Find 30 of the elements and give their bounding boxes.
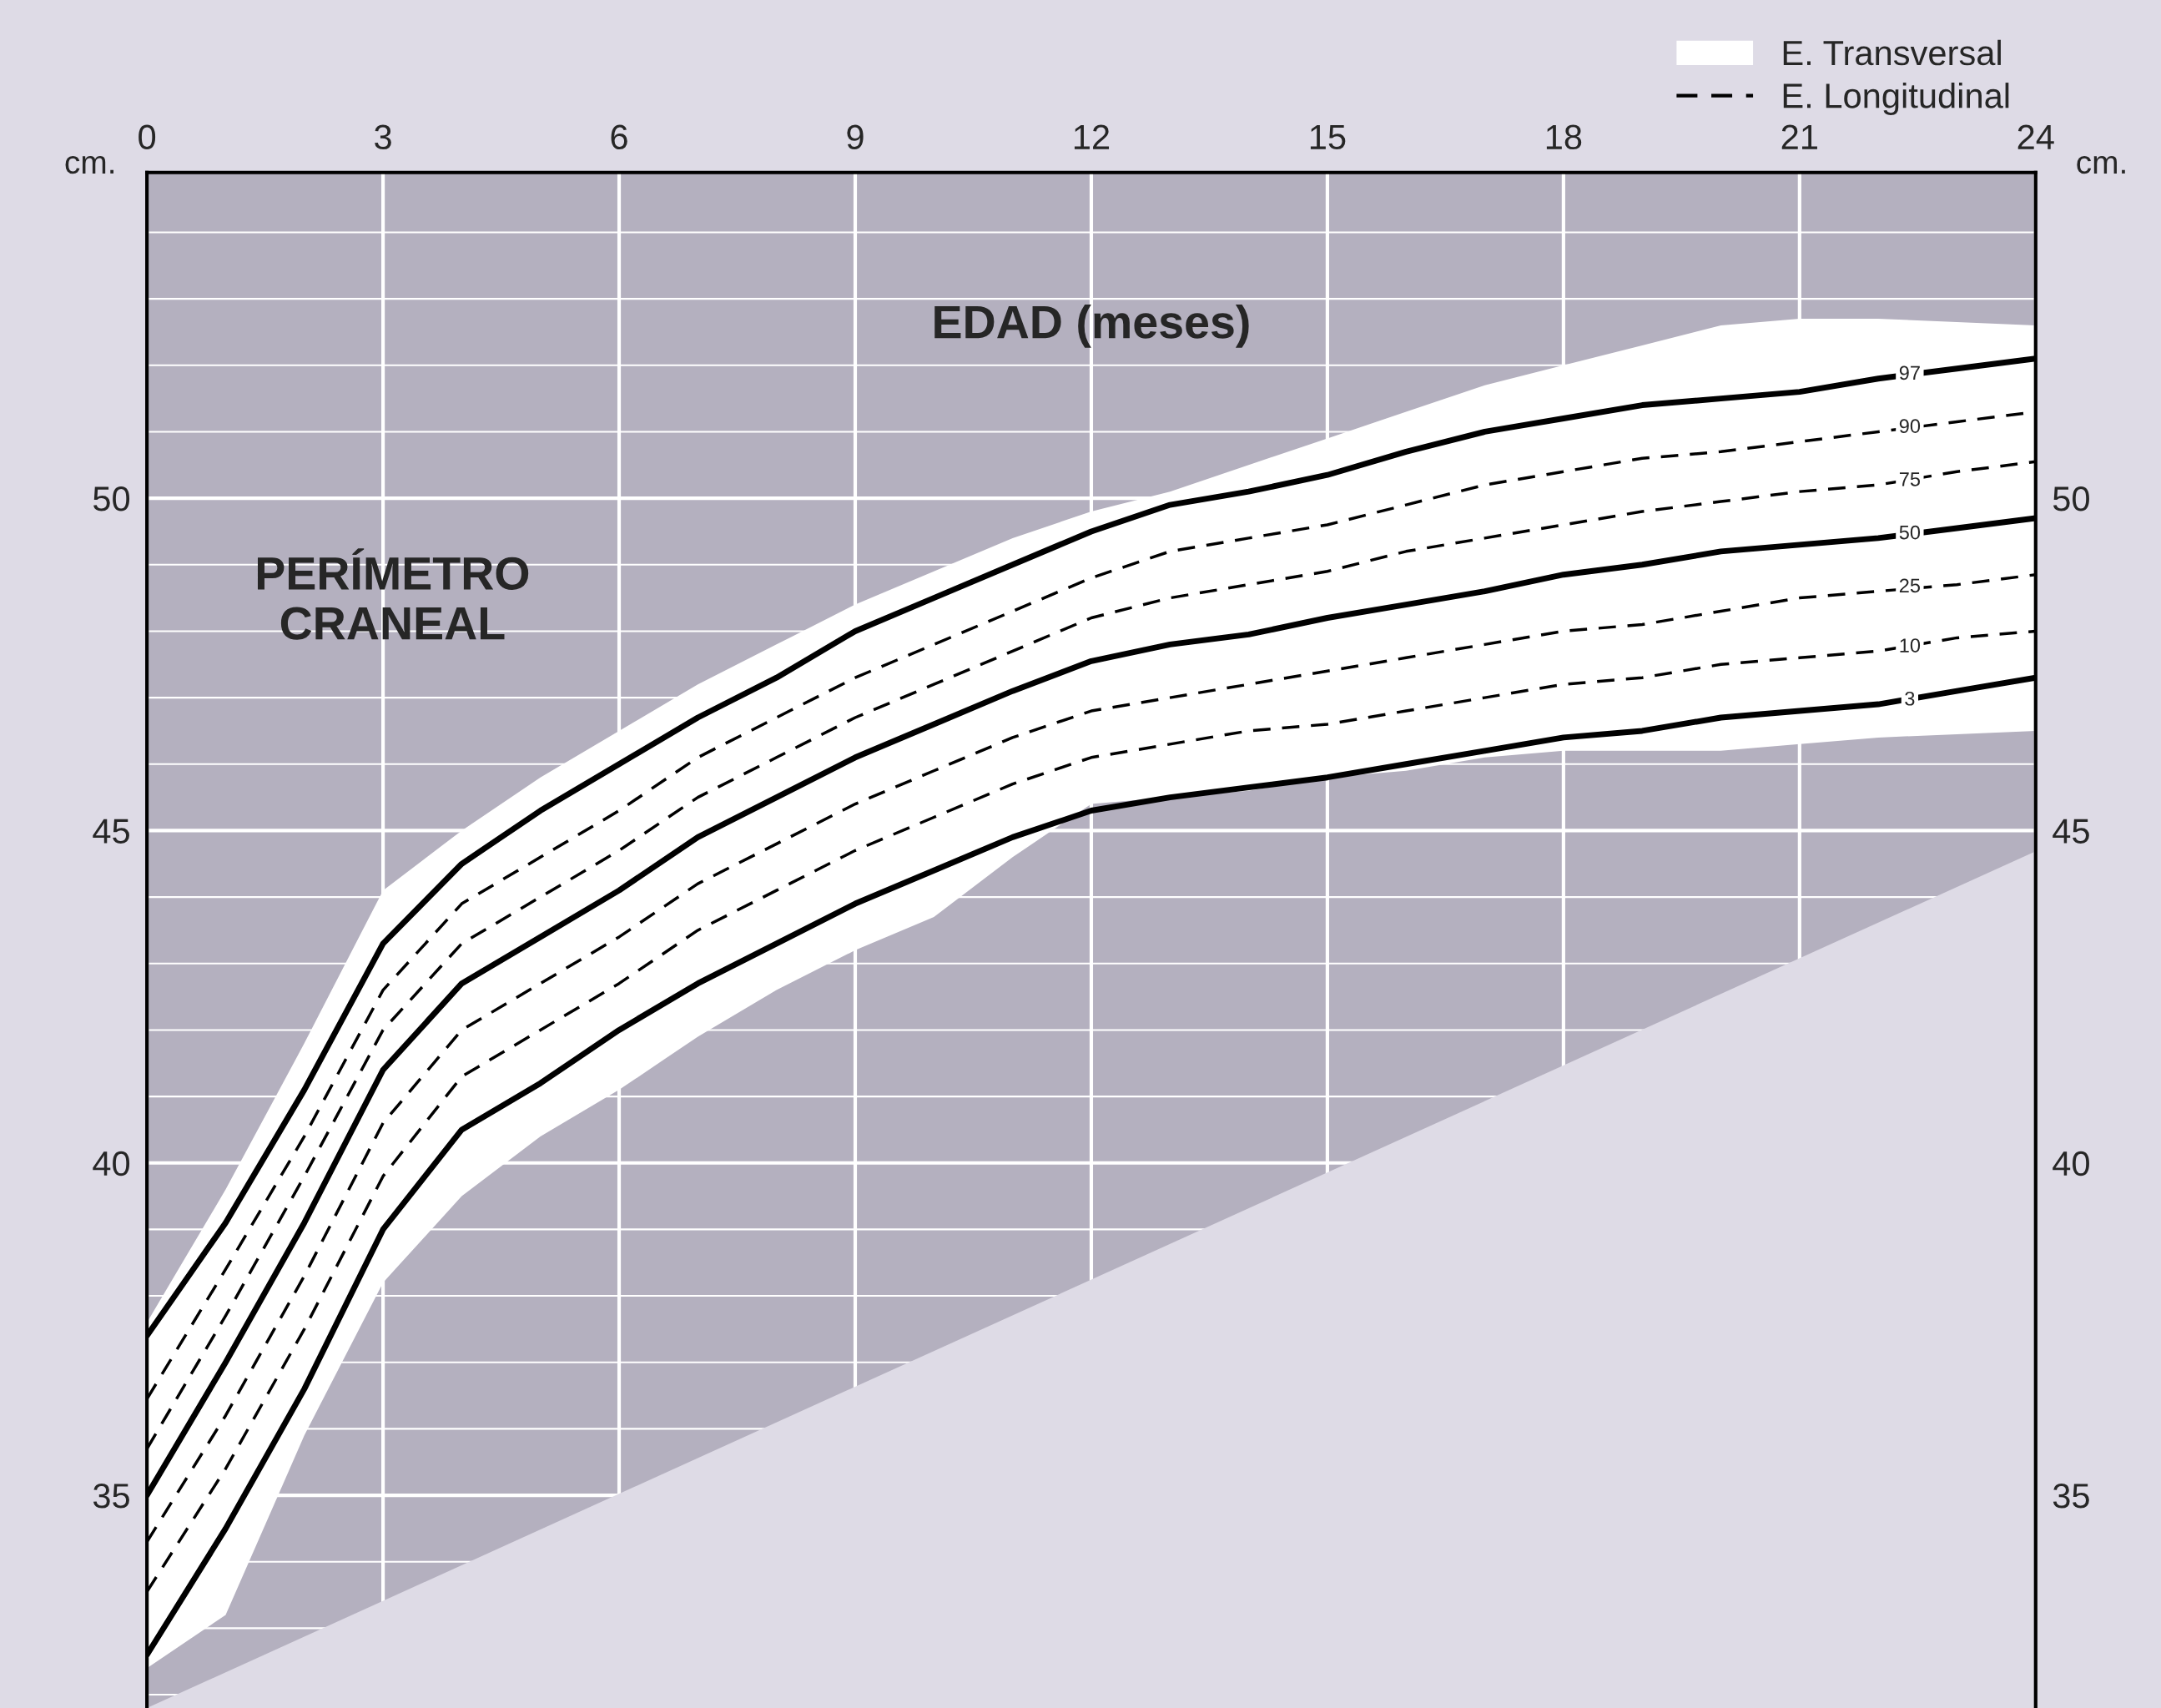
x-tick-label: 24 [2017,124,2054,149]
text: PERÍMETRO CRANEAL [257,548,529,640]
y2-tick-label: 50 [2053,486,2089,511]
y2-axis-title: cm. [2077,155,2125,174]
series-label: 25 [1899,578,1921,593]
y-tick-label: 35 [93,1484,129,1509]
x-tick-label: 15 [1310,124,1346,150]
y-axis-title: cm. [65,155,113,174]
x-tick-label: 9 [847,124,864,150]
y2-tick-label: 45 [2053,819,2089,844]
x-axis-title: EDAD (meses) [934,304,1249,348]
series-label: 3 [1905,691,1915,706]
series-label: 90 [1899,419,1921,433]
x-tick-label: 12 [1074,124,1110,149]
series-label: 97 [1899,365,1920,380]
text: E. Longitudinal [1783,83,2009,115]
y2-tick-label: 35 [2053,1484,2089,1509]
x-tick-label: 21 [1781,124,1817,149]
series-label: 10 [1900,638,1921,652]
y-tick-label: 40 [93,1151,130,1176]
x-tick-label: 6 [611,124,627,150]
text: E. Transversal [1783,39,2001,66]
x-tick-label: 3 [375,124,391,150]
y2-tick-label: 40 [2053,1151,2089,1176]
series-label: 75 [1899,472,1921,486]
x-tick-label: 18 [1546,124,1582,150]
y-tick-label: 50 [93,486,130,511]
x-tick-label: 0 [139,124,156,150]
series-label: 50 [1899,525,1921,540]
y-tick-label: 45 [93,819,129,844]
